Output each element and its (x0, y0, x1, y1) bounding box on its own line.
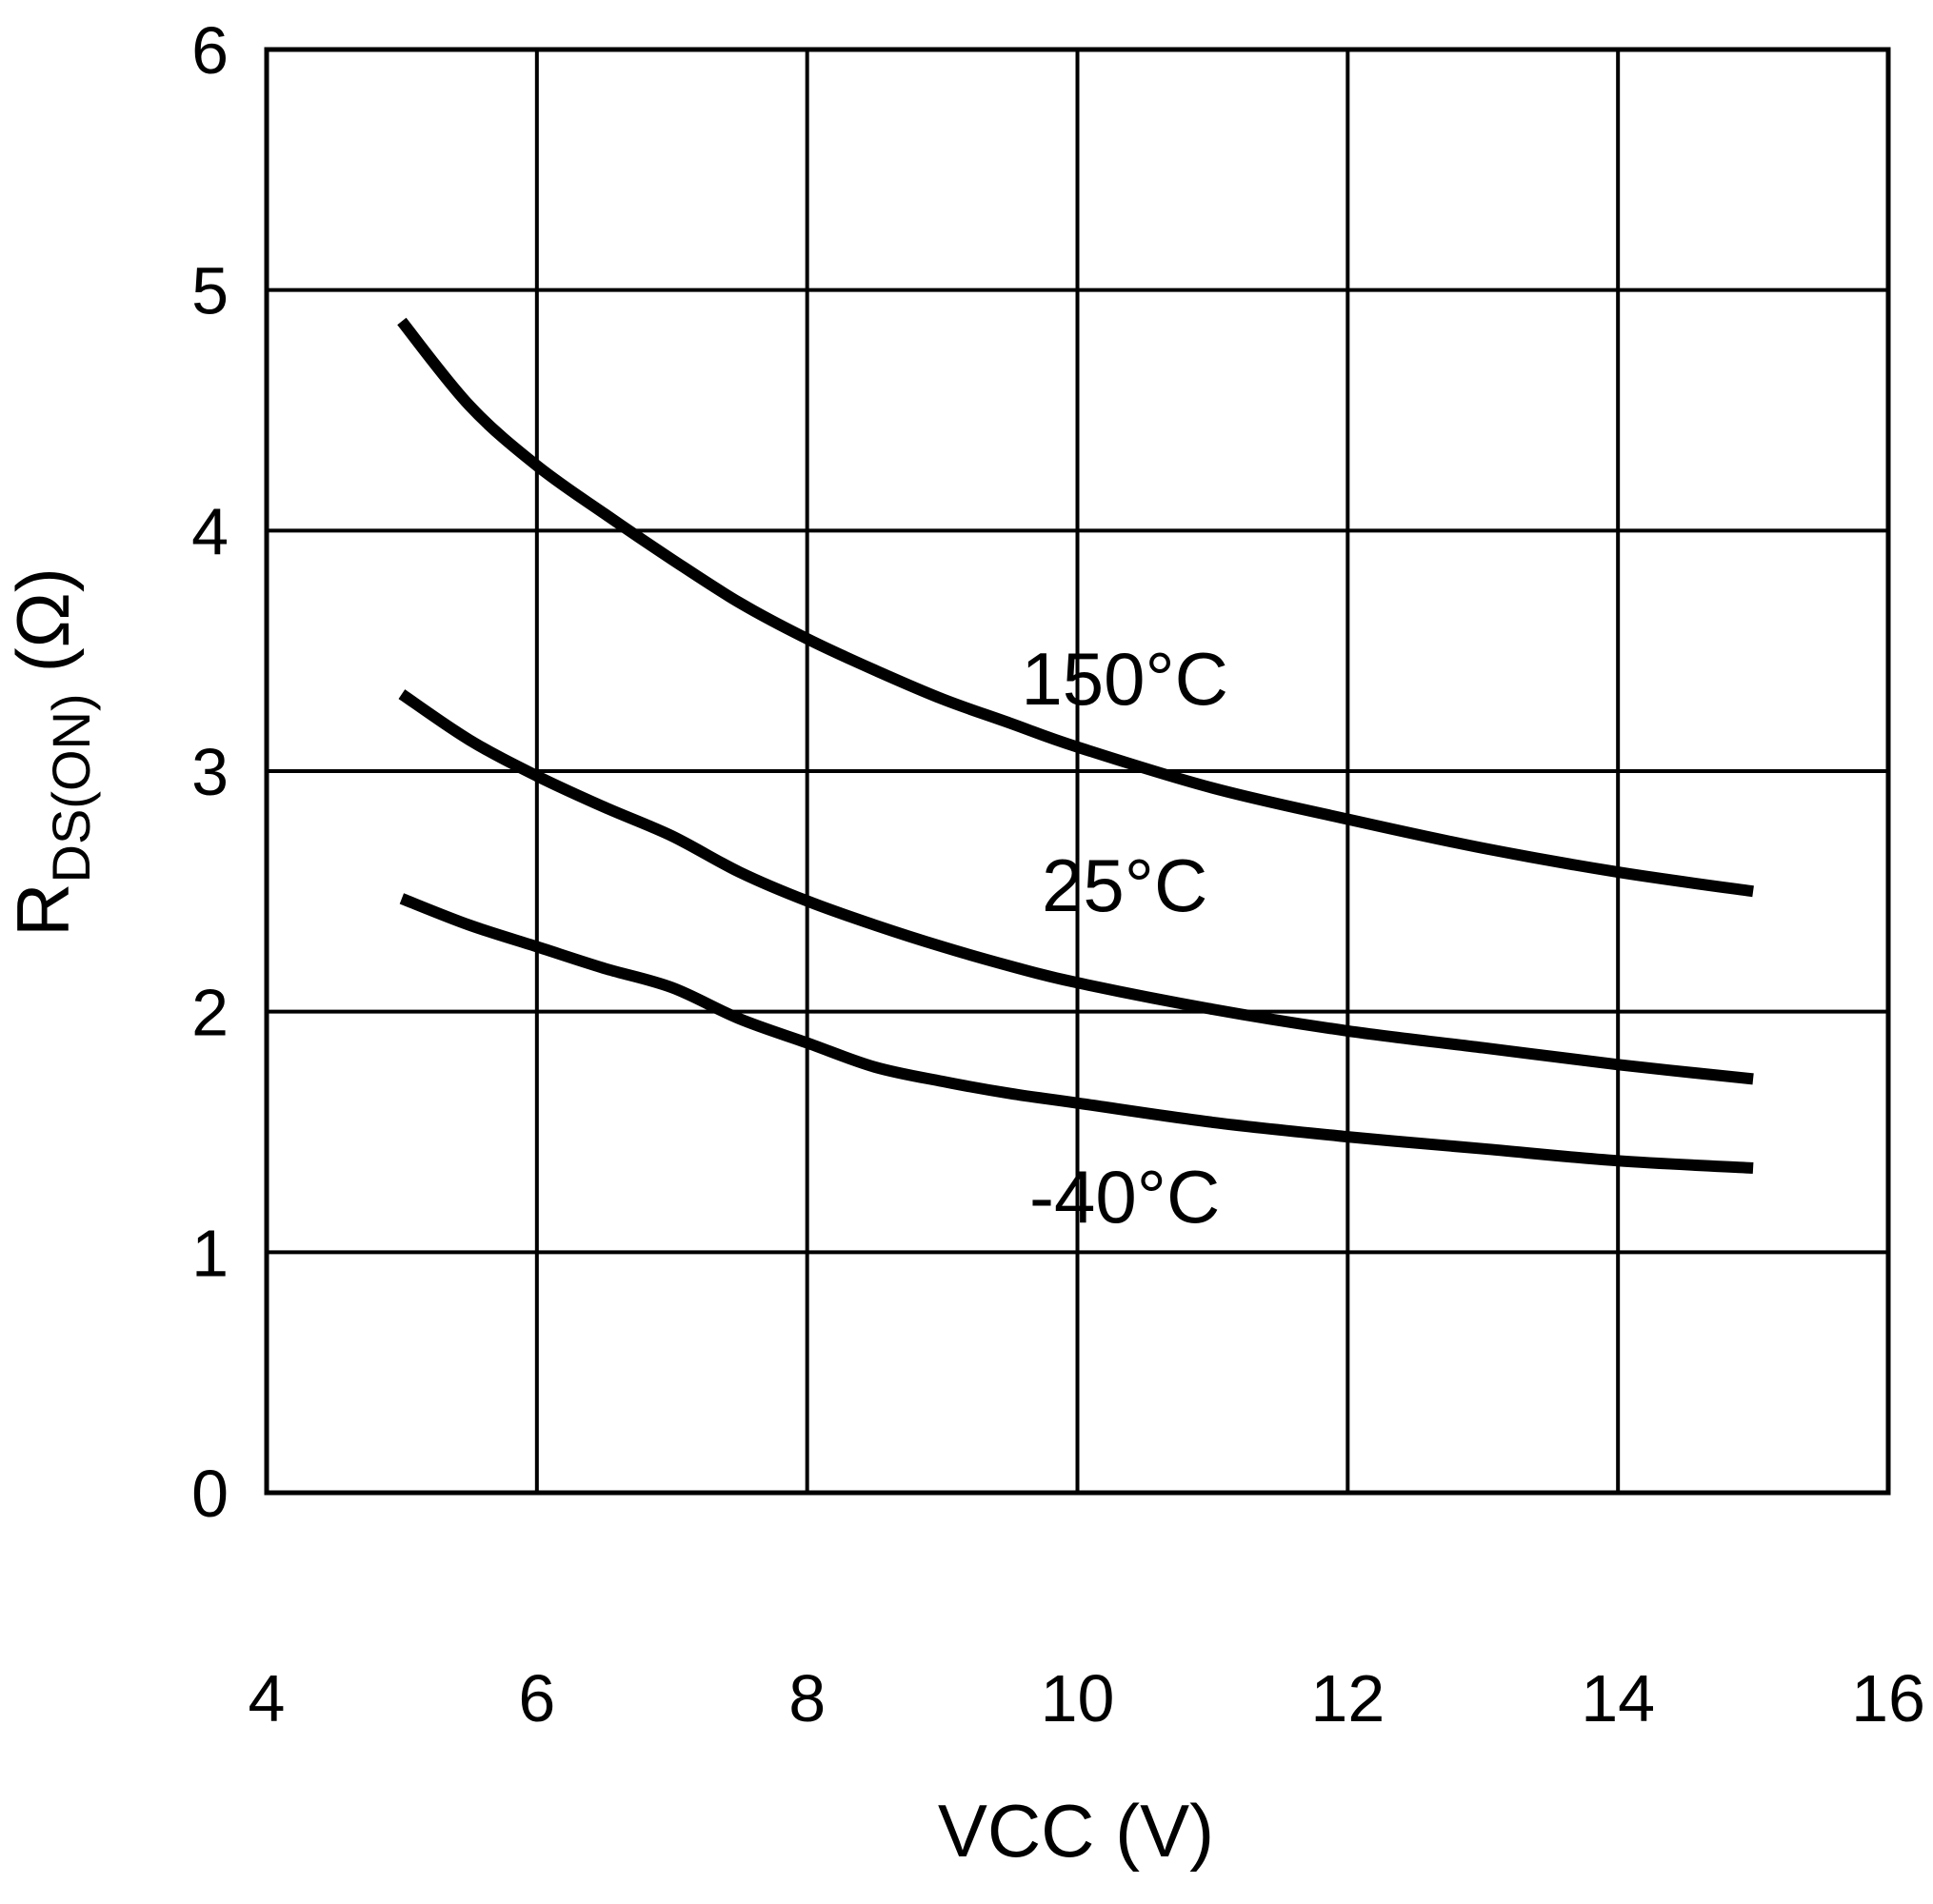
y-tick-label: 2 (191, 976, 229, 1050)
x-tick-label: 12 (1310, 1661, 1385, 1735)
plot-area-frame (264, 47, 1891, 1496)
grid (267, 50, 1888, 1493)
y-tick-label: 0 (191, 1457, 229, 1531)
series-label: -40°C (1029, 1155, 1220, 1239)
series-lines (397, 317, 1754, 1174)
x-tick-label: 8 (788, 1661, 826, 1735)
y-tick-label: 1 (191, 1216, 229, 1290)
x-axis-title: VCC (V) (938, 1789, 1214, 1873)
y-tick-label: 6 (191, 13, 229, 88)
series-line (399, 893, 1754, 1174)
y-tick-label: 4 (191, 494, 229, 568)
series-line (397, 317, 1754, 898)
y-axis-title-suffix: (Ω) (1, 567, 85, 672)
y-axis-title: RDS(ON) (Ω) (1, 567, 101, 937)
x-tick-label: 10 (1041, 1661, 1115, 1735)
series-line (398, 689, 1754, 1085)
x-tick-label: 14 (1581, 1661, 1655, 1735)
series-label: 150°C (1021, 637, 1228, 721)
x-tick-label: 6 (518, 1661, 555, 1735)
x-tick-label: 16 (1851, 1661, 1925, 1735)
y-tick-label: 5 (191, 254, 229, 328)
series-labels: 150°C 25°C -40°C (1021, 637, 1228, 1239)
x-axis-tick-labels: 4 6 8 10 12 14 16 (249, 1661, 1925, 1735)
y-axis-title-subscript: DS(ON) (41, 693, 101, 883)
y-axis-tick-labels: 0 1 2 3 4 5 6 (191, 13, 229, 1531)
series-label: 25°C (1042, 843, 1207, 927)
y-axis-title-main: R (1, 883, 85, 937)
x-tick-label: 4 (249, 1661, 286, 1735)
y-tick-label: 3 (191, 735, 229, 809)
